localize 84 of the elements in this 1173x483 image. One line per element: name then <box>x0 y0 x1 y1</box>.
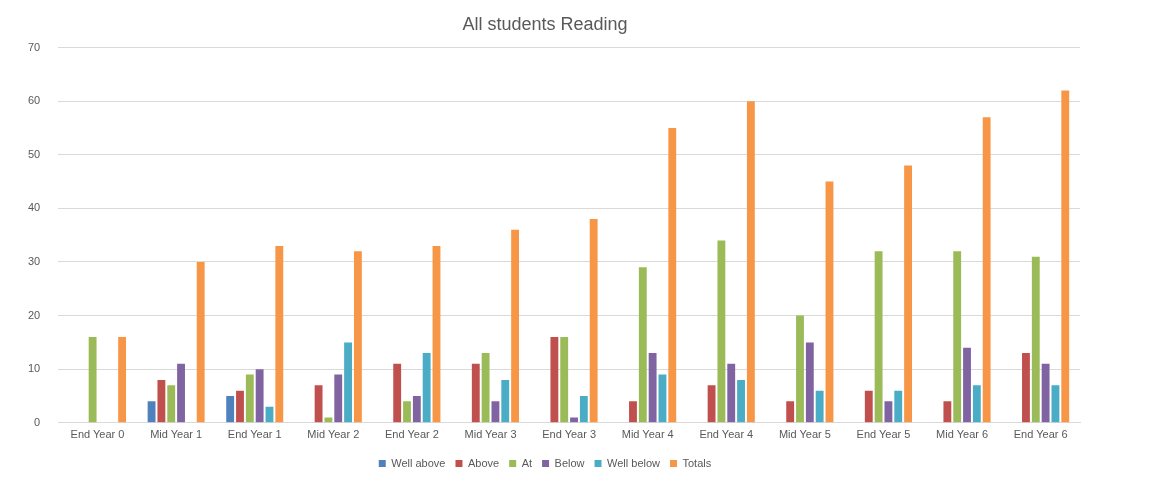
bar <box>245 374 254 423</box>
bar <box>1041 363 1050 423</box>
bar <box>638 267 647 423</box>
bar <box>648 353 657 423</box>
legend-label: Well above <box>391 456 446 469</box>
bar <box>314 385 323 423</box>
bar <box>717 240 726 423</box>
bar <box>344 342 352 423</box>
bar <box>501 379 510 423</box>
bar <box>393 363 402 423</box>
bar <box>353 251 362 423</box>
legend-label: Totals <box>682 456 712 469</box>
bar <box>904 165 912 423</box>
bar <box>167 385 176 423</box>
bar <box>982 117 991 423</box>
bar <box>1031 256 1040 423</box>
bar <box>511 229 520 423</box>
bar <box>894 390 903 423</box>
y-tick-label: 30 <box>27 255 41 268</box>
x-tick-label: End Year 5 <box>856 428 911 441</box>
x-tick-label: End Year 2 <box>385 428 439 441</box>
y-tick-label: 50 <box>27 147 41 160</box>
bar <box>805 342 814 423</box>
bar <box>1022 353 1030 423</box>
bar <box>943 401 952 423</box>
chart-title: All students Reading <box>462 13 628 34</box>
bar <box>412 396 421 423</box>
legend-label: Below <box>554 456 585 469</box>
bar <box>884 401 893 423</box>
bar <box>815 390 824 423</box>
bar <box>236 390 244 423</box>
y-tick-label: 60 <box>27 94 41 107</box>
x-tick-label: Mid Year 5 <box>778 428 831 441</box>
bar <box>560 337 569 423</box>
x-tick-label: End Year 0 <box>70 428 125 441</box>
bar <box>707 385 716 423</box>
y-tick-label: 20 <box>27 308 41 321</box>
bar <box>629 401 637 423</box>
bar <box>579 396 588 423</box>
bar <box>471 363 480 423</box>
bar <box>324 417 333 423</box>
bar <box>255 369 264 423</box>
bar <box>737 379 745 423</box>
bar <box>786 401 795 423</box>
bar <box>157 379 166 423</box>
bar <box>481 353 490 423</box>
bar <box>422 353 431 423</box>
y-tick-label: 40 <box>27 201 41 214</box>
y-tick-label: 0 <box>34 415 41 428</box>
bar <box>727 363 736 423</box>
bar <box>177 363 185 423</box>
bar <box>550 337 559 423</box>
x-tick-label: End Year 3 <box>542 428 597 441</box>
bar <box>796 315 804 423</box>
bar <box>334 374 343 423</box>
bar <box>570 417 578 423</box>
bar <box>953 251 962 423</box>
y-tick-label: 10 <box>27 362 41 375</box>
x-tick-label: Mid Year 4 <box>621 428 674 441</box>
x-tick-label: Mid Year 6 <box>936 428 989 441</box>
bar <box>1061 90 1070 423</box>
bar <box>864 390 873 423</box>
bar <box>972 385 981 423</box>
bar <box>403 401 411 423</box>
x-tick-label: End Year 4 <box>699 428 754 441</box>
bar <box>963 347 971 423</box>
x-tick-label: End Year 1 <box>227 428 282 441</box>
legend-label: Well below <box>607 456 661 469</box>
bar <box>196 262 205 423</box>
bar <box>226 396 235 423</box>
bar <box>275 245 284 423</box>
bar <box>118 337 127 423</box>
bar <box>589 219 598 423</box>
x-tick-label: Mid Year 3 <box>464 428 517 441</box>
bar <box>88 337 97 423</box>
legend-label: At <box>521 456 533 469</box>
bar <box>746 101 755 423</box>
legend-label: Above <box>467 456 500 469</box>
x-tick-label: End Year 6 <box>1013 428 1068 441</box>
x-tick-label: Mid Year 1 <box>150 428 203 441</box>
bar <box>874 251 883 423</box>
bar <box>668 128 677 423</box>
x-tick-label: Mid Year 2 <box>307 428 360 441</box>
y-tick-label: 70 <box>27 40 41 53</box>
